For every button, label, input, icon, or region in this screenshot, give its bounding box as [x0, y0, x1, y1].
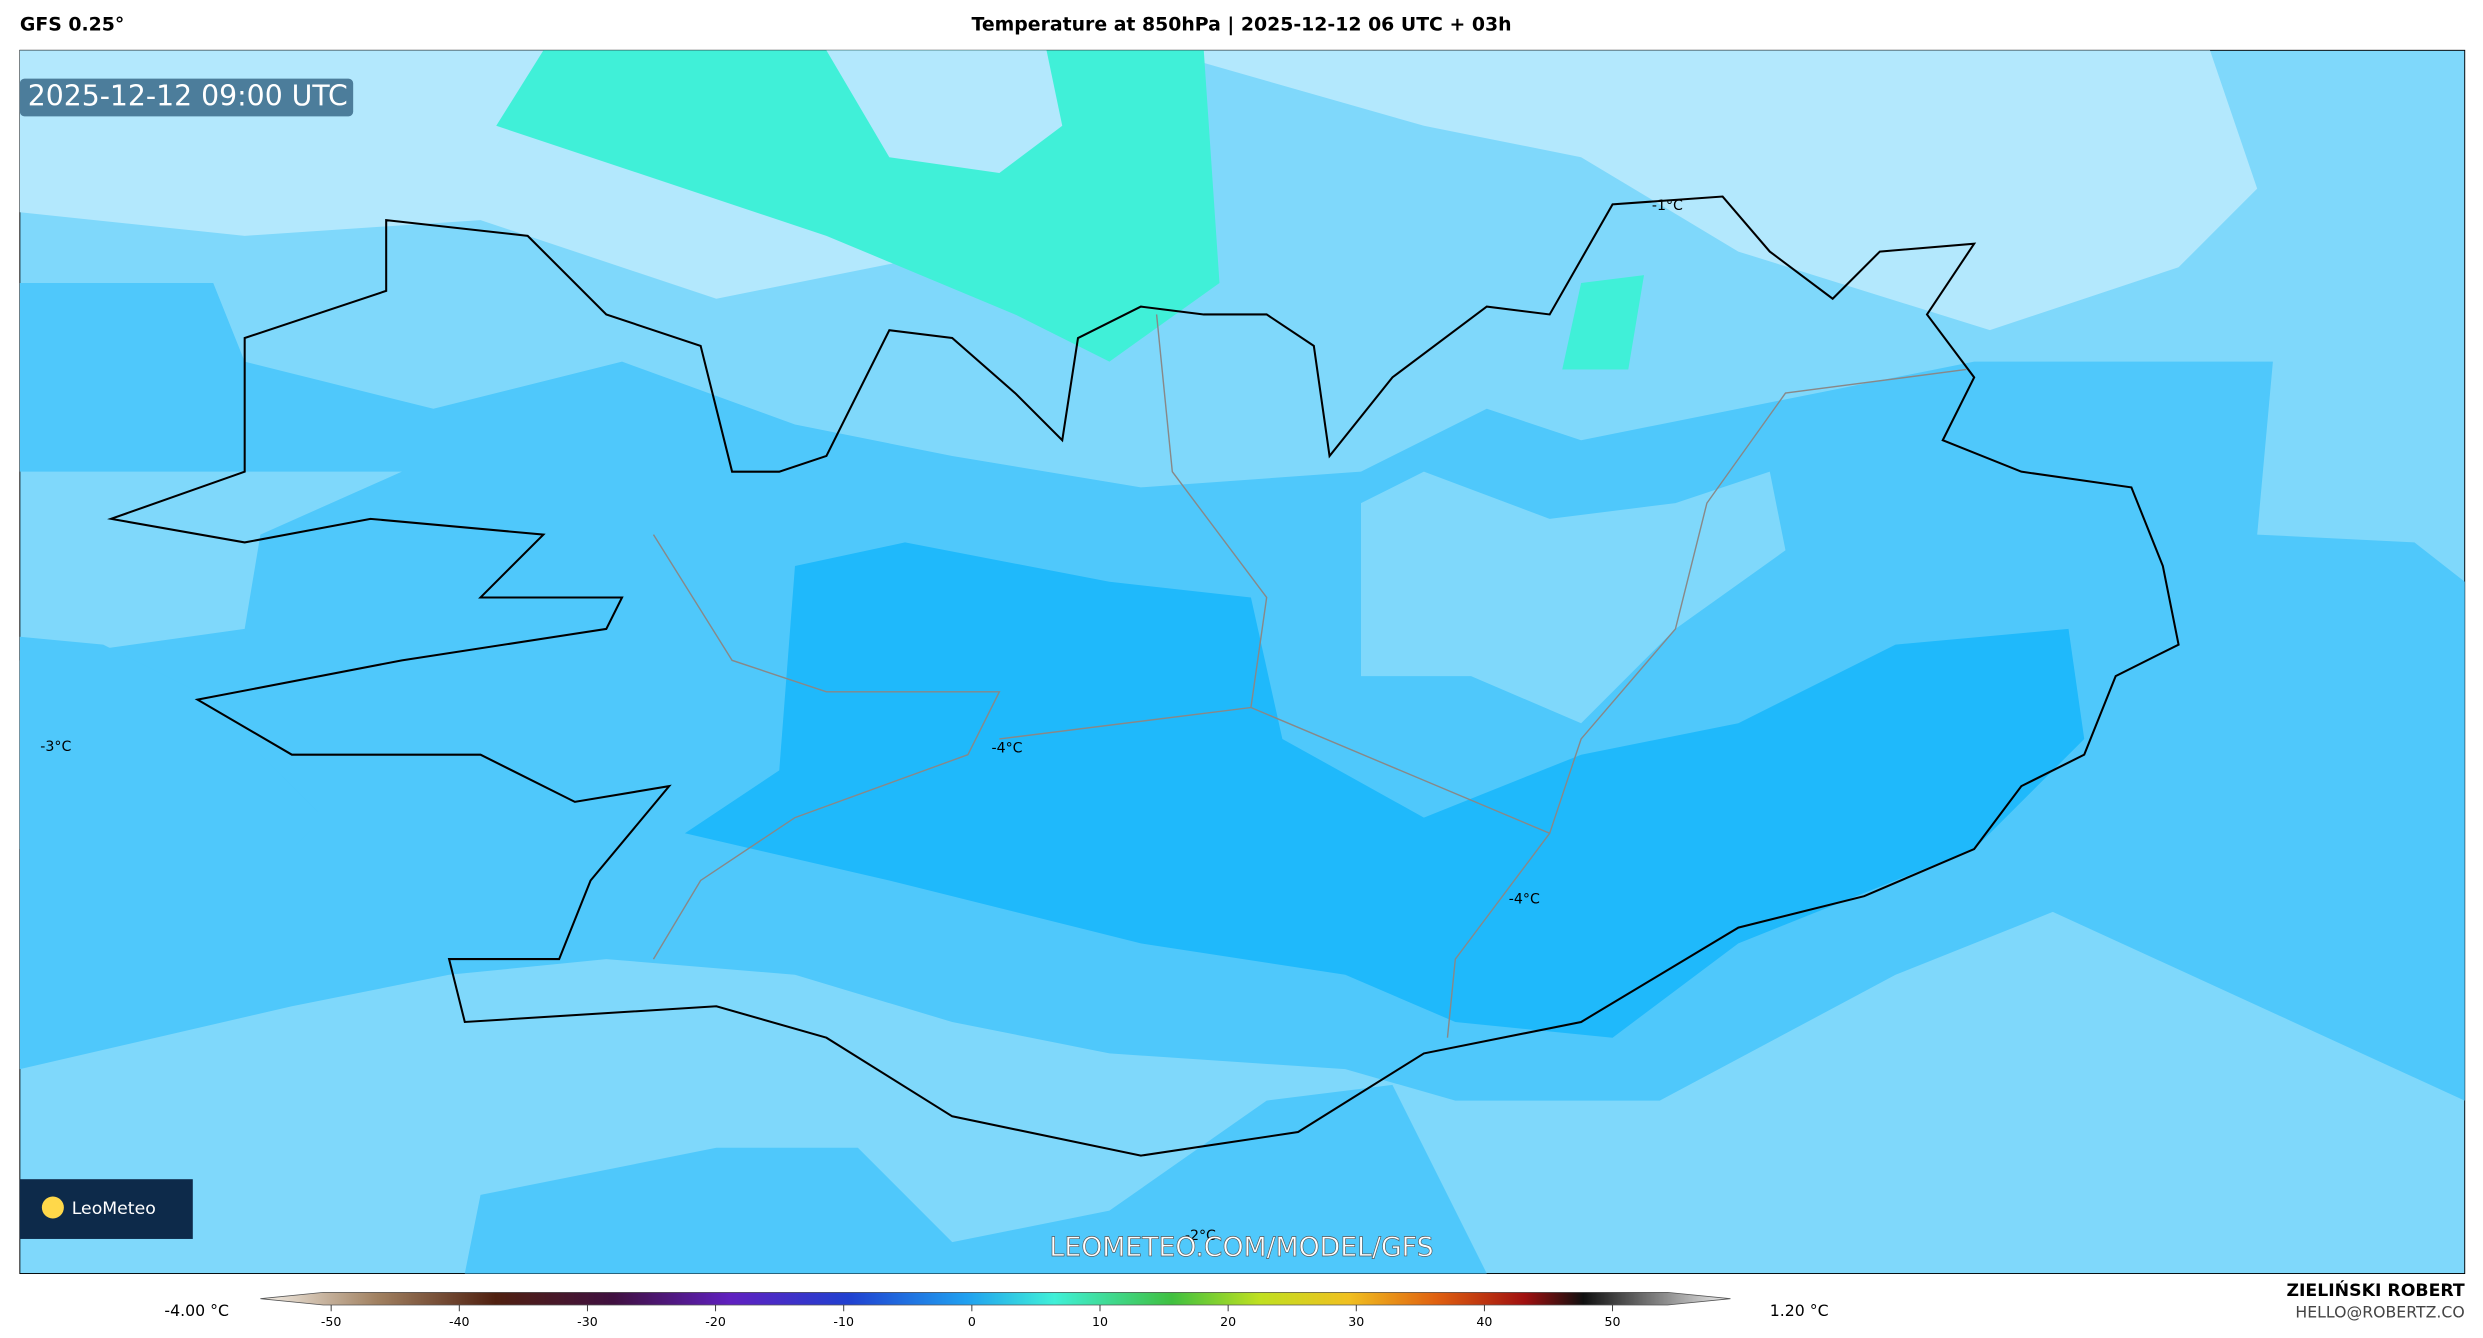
light-region [1360, 471, 1786, 724]
colorbar-min: -4.00 °C [164, 1301, 229, 1320]
colorbar-tick-label: -50 [321, 1314, 342, 1329]
title: Temperature at 850hPa | 2025-12-12 06 UT… [971, 14, 1511, 36]
colorbar-tick-label: -30 [577, 1314, 598, 1329]
colorbar-tick-label: -20 [705, 1314, 726, 1329]
author: ZIELIŃSKI ROBERT [2286, 1279, 2464, 1301]
light-region [826, 50, 1063, 173]
colorbar-tick-label: 0 [968, 1314, 976, 1329]
colorbar-tick-label: 50 [1605, 1314, 1621, 1329]
colorbar-tick-label: -40 [449, 1314, 470, 1329]
coastline [107, 195, 2180, 1157]
timestamp: 2025-12-12 09:00 UTC [28, 79, 348, 112]
cool-region [464, 1084, 1487, 1274]
cool-region [19, 636, 324, 850]
colorbar-tick-label: 20 [1220, 1314, 1236, 1329]
logo-sun [41, 1196, 64, 1219]
colorbar-tick-label: 40 [1476, 1314, 1492, 1329]
warm-region [1562, 275, 1645, 370]
colorbar-tick-label: 10 [1092, 1314, 1108, 1329]
contour-label: -3°C [40, 739, 71, 755]
timestamp-box [19, 78, 354, 117]
model-label: GFS 0.25° [20, 14, 124, 36]
contour-label: -4°C [992, 740, 1023, 756]
contour-label: -1°C [1652, 198, 1683, 214]
colorbar-bar [260, 1292, 1731, 1306]
colorbar-tick-label: 30 [1348, 1314, 1364, 1329]
contour-label: -4°C [1509, 891, 1540, 907]
email: HELLO@ROBERTZ.CO [2295, 1302, 2464, 1321]
region-borders [652, 314, 1967, 1038]
contour-label: -2°C [1185, 1228, 1216, 1244]
watermark: LEOMETEO.COM/MODEL/GFS [1049, 1232, 1433, 1263]
logo: LeoMeteo [72, 1199, 156, 1219]
cold-region [684, 542, 2085, 1038]
colorbar-max: 1.20 °C [1770, 1301, 1829, 1320]
colorbar-tick-label: -10 [833, 1314, 854, 1329]
colorbar: -4.00 °C 1.20 °C -50 -40 -30 -20 -10 0 10 20 30 4… [164, 1292, 1829, 1329]
map: 2025-12-12 09:00 UTC -3°C -4°C -4°C -1°C… [19, 49, 2466, 1275]
